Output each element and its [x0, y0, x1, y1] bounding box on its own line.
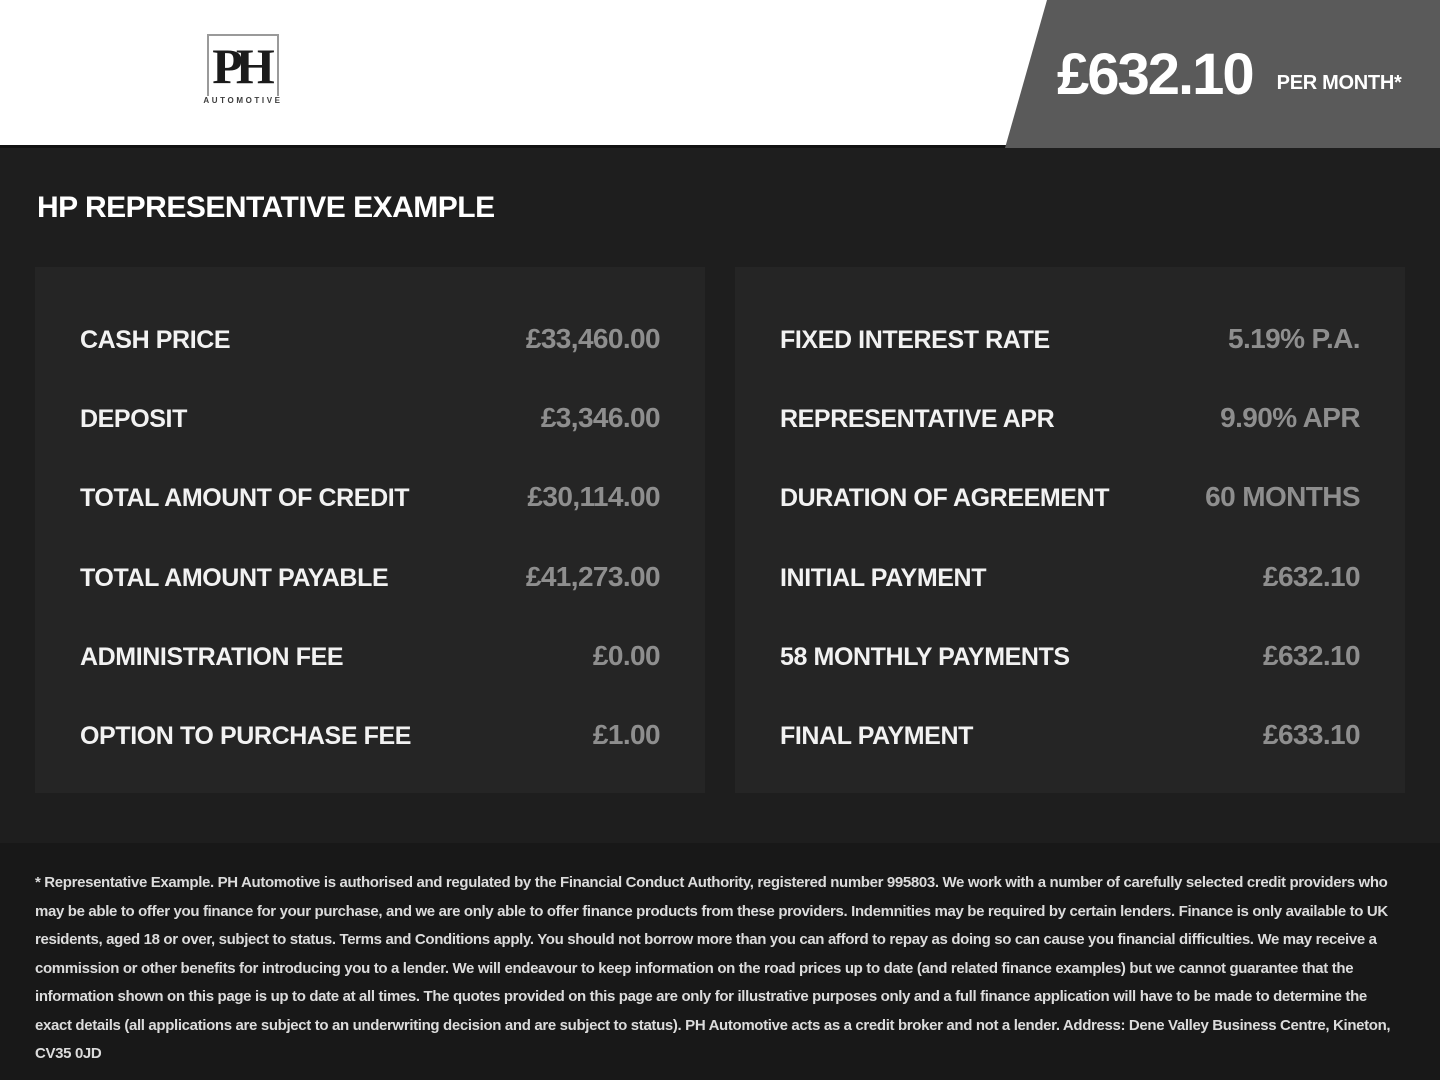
finance-row: DEPOSIT £3,346.00 — [80, 402, 661, 434]
finance-row: REPRESENTATIVE APR 9.90% APR — [780, 402, 1361, 434]
finance-row-label: FIXED INTEREST RATE — [780, 326, 1050, 354]
finance-row: CASH PRICE £33,460.00 — [80, 323, 661, 355]
page-title: HP REPRESENTATIVE EXAMPLE — [37, 191, 495, 224]
finance-panels: CASH PRICE £33,460.00 DEPOSIT £3,346.00 … — [35, 267, 1405, 793]
finance-row-value: £1.00 — [592, 718, 661, 750]
finance-row-label: OPTION TO PURCHASE FEE — [80, 721, 412, 750]
finance-row-value: £633.10 — [1262, 718, 1361, 750]
page-header: PH AUTOMOTIVE £632.10 PER MONTH* — [0, 0, 1440, 148]
logo-initials: PH — [212, 37, 274, 94]
monthly-price-banner: £632.10 PER MONTH* — [1005, 0, 1440, 148]
finance-row: FINAL PAYMENT £633.10 — [780, 718, 1361, 751]
finance-row-value: 9.90% APR — [1220, 402, 1360, 434]
finance-row-label: ADMINISTRATION FEE — [80, 642, 344, 671]
finance-row-value: £632.10 — [1262, 560, 1361, 592]
finance-example-section: HP REPRESENTATIVE EXAMPLE CASH PRICE £33… — [0, 148, 1440, 843]
disclaimer-text: * Representative Example. PH Automotive … — [35, 874, 1391, 1062]
finance-row: INITIAL PAYMENT £632.10 — [780, 560, 1361, 593]
finance-panel-right: FIXED INTEREST RATE 5.19% P.A. REPRESENT… — [735, 267, 1405, 793]
finance-row: FIXED INTEREST RATE 5.19% P.A. — [780, 323, 1361, 355]
finance-row-label: CASH PRICE — [80, 326, 231, 354]
monthly-price-amount: £632.10 — [1057, 41, 1255, 107]
finance-row-value: £33,460.00 — [525, 323, 661, 354]
finance-row-value: £3,346.00 — [540, 402, 661, 434]
finance-row-value: £632.10 — [1262, 639, 1361, 671]
finance-row-value: £41,273.00 — [525, 560, 661, 592]
finance-row-value: £30,114.00 — [527, 481, 660, 513]
finance-panel-left: CASH PRICE £33,460.00 DEPOSIT £3,346.00 … — [35, 267, 705, 793]
finance-row: 58 MONTHLY PAYMENTS £632.10 — [780, 639, 1361, 672]
finance-row-label: 58 MONTHLY PAYMENTS — [780, 642, 1070, 671]
monthly-price-period: PER MONTH* — [1276, 71, 1402, 94]
finance-row-label: TOTAL AMOUNT PAYABLE — [80, 563, 389, 592]
finance-row-label: REPRESENTATIVE APR — [780, 405, 1055, 434]
finance-row: ADMINISTRATION FEE £0.00 — [80, 639, 661, 672]
finance-row-label: DEPOSIT — [80, 405, 187, 434]
finance-row: TOTAL AMOUNT OF CREDIT £30,114.00 — [80, 481, 661, 513]
finance-row-label: FINAL PAYMENT — [780, 721, 973, 750]
page-footer: * Representative Example. PH Automotive … — [0, 843, 1440, 1080]
finance-row: DURATION OF AGREEMENT 60 MONTHS — [780, 481, 1361, 513]
finance-row-label: TOTAL AMOUNT OF CREDIT — [80, 484, 410, 513]
finance-row-label: INITIAL PAYMENT — [780, 563, 987, 592]
finance-row-value: 5.19% P.A. — [1227, 323, 1361, 354]
logo-subtext: AUTOMOTIVE — [201, 96, 285, 105]
ph-automotive-logo: PH AUTOMOTIVE — [201, 34, 285, 105]
finance-row: OPTION TO PURCHASE FEE £1.00 — [80, 718, 661, 751]
finance-row-value: 60 MONTHS — [1205, 481, 1360, 513]
finance-row: TOTAL AMOUNT PAYABLE £41,273.00 — [80, 560, 661, 593]
finance-row-label: DURATION OF AGREEMENT — [780, 484, 1110, 513]
finance-row-value: £0.00 — [592, 639, 661, 671]
